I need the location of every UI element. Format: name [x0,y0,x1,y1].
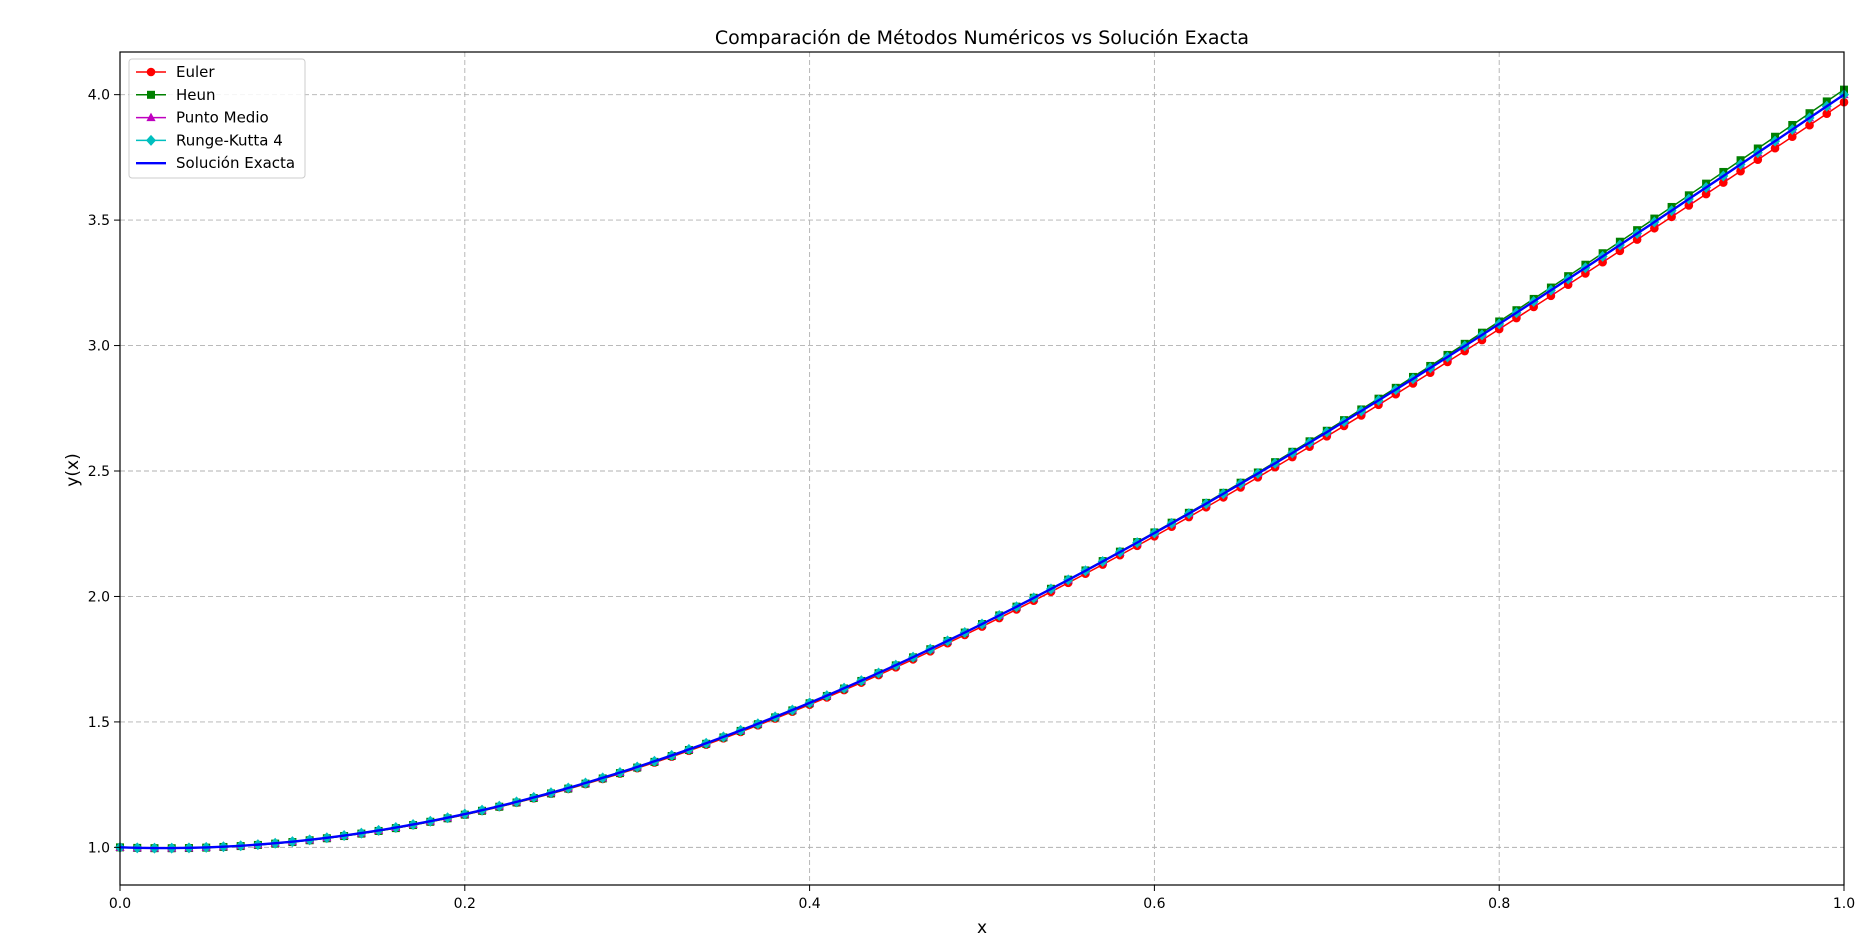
y-tick-label: 4.0 [88,88,110,104]
x-tick-label: 0.4 [798,896,820,912]
x-tick-label: 0.2 [454,896,476,912]
data-point-circle [1719,178,1728,187]
x-tick-label: 0.0 [109,896,131,912]
y-axis-label: y(x) [63,453,83,486]
y-tick-label: 1.5 [88,715,110,731]
data-point-circle [1581,269,1590,278]
y-axis-ticks: 1.0 1.5 2.0 2.5 3.0 3.5 4.0 [88,88,120,856]
y-tick-label: 2.5 [88,464,110,480]
data-point-circle [1632,235,1642,244]
legend-label: Euler [176,63,215,81]
chart-title: Comparación de Métodos Numéricos vs Solu… [715,27,1249,49]
legend-marker [146,134,156,146]
data-point-circle [1736,166,1745,176]
y-tick-label: 3.5 [88,213,110,229]
data-point-circle [1684,201,1694,210]
data-point-circle [1805,120,1814,130]
legend: Euler Heun Punto Medio Runge-Kutta 4 Solució… [128,58,306,179]
legend-label: Solución Exacta [176,154,295,172]
legend-label: Runge-Kutta 4 [176,131,283,149]
data-point-circle [1770,143,1780,153]
y-tick-label: 3.0 [88,339,110,355]
plot-frame [119,51,1845,886]
legend-marker [146,67,156,77]
series-line-4 [119,93,1845,850]
x-axis-ticks: 0.0 0.2 0.4 0.6 0.8 1.0 [109,885,1855,912]
legend-marker [146,112,156,122]
x-axis-label: x [977,918,987,938]
data-point-circle [1615,246,1625,256]
legend-box [128,58,306,179]
x-tick-label: 0.6 [1143,896,1165,912]
y-tick-label: 2.0 [88,589,110,605]
data-point-circle [1753,155,1763,165]
legend-label: Punto Medio [176,109,269,127]
data-point-circle [1822,109,1832,118]
legend-label: Heun [176,86,216,104]
data-point-circle [1701,189,1711,199]
data-point-circle [1598,257,1607,267]
y-tick-label: 1.0 [88,840,110,856]
data-point-circle [1650,223,1659,233]
x-tick-label: 0.8 [1488,896,1510,912]
data-point-circle [1667,212,1676,222]
x-tick-label: 1.0 [1833,896,1855,912]
data-point-circle [1787,132,1797,142]
legend-marker [147,90,155,99]
